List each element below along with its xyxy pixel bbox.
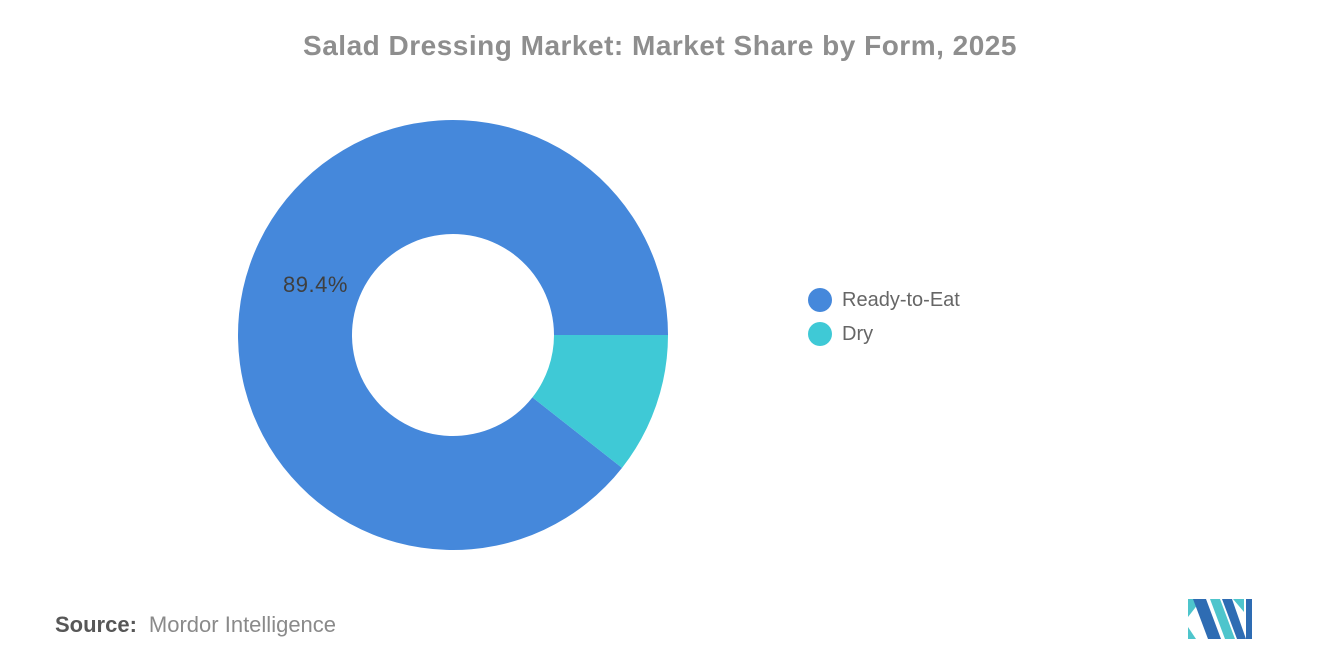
donut-chart <box>238 119 668 550</box>
legend-item-dry[interactable]: Dry <box>808 317 960 351</box>
donut-slice-ready-to-eat[interactable] <box>238 119 668 550</box>
source-label: Source: <box>55 612 137 637</box>
slice-data-label-ready-to-eat: 89.4% <box>283 272 348 297</box>
legend-label-ready-to-eat: Ready-to-Eat <box>842 288 960 311</box>
source-value: Mordor Intelligence <box>148 612 337 637</box>
legend-item-ready-to-eat[interactable]: Ready-to-Eat <box>808 283 960 317</box>
chart-title: Salad Dressing Market: Market Share by F… <box>303 30 1017 61</box>
legend-marker-dry-icon <box>808 322 832 346</box>
mordor-intelligence-logo-icon <box>1188 599 1252 639</box>
chart-legend: Ready-to-Eat Dry <box>808 283 960 351</box>
donut-slice-dry[interactable] <box>532 335 668 468</box>
legend-marker-ready-to-eat-icon <box>808 288 832 312</box>
source-attribution: Source: Mordor Intelligence <box>55 612 336 638</box>
legend-label-dry: Dry <box>842 322 874 345</box>
